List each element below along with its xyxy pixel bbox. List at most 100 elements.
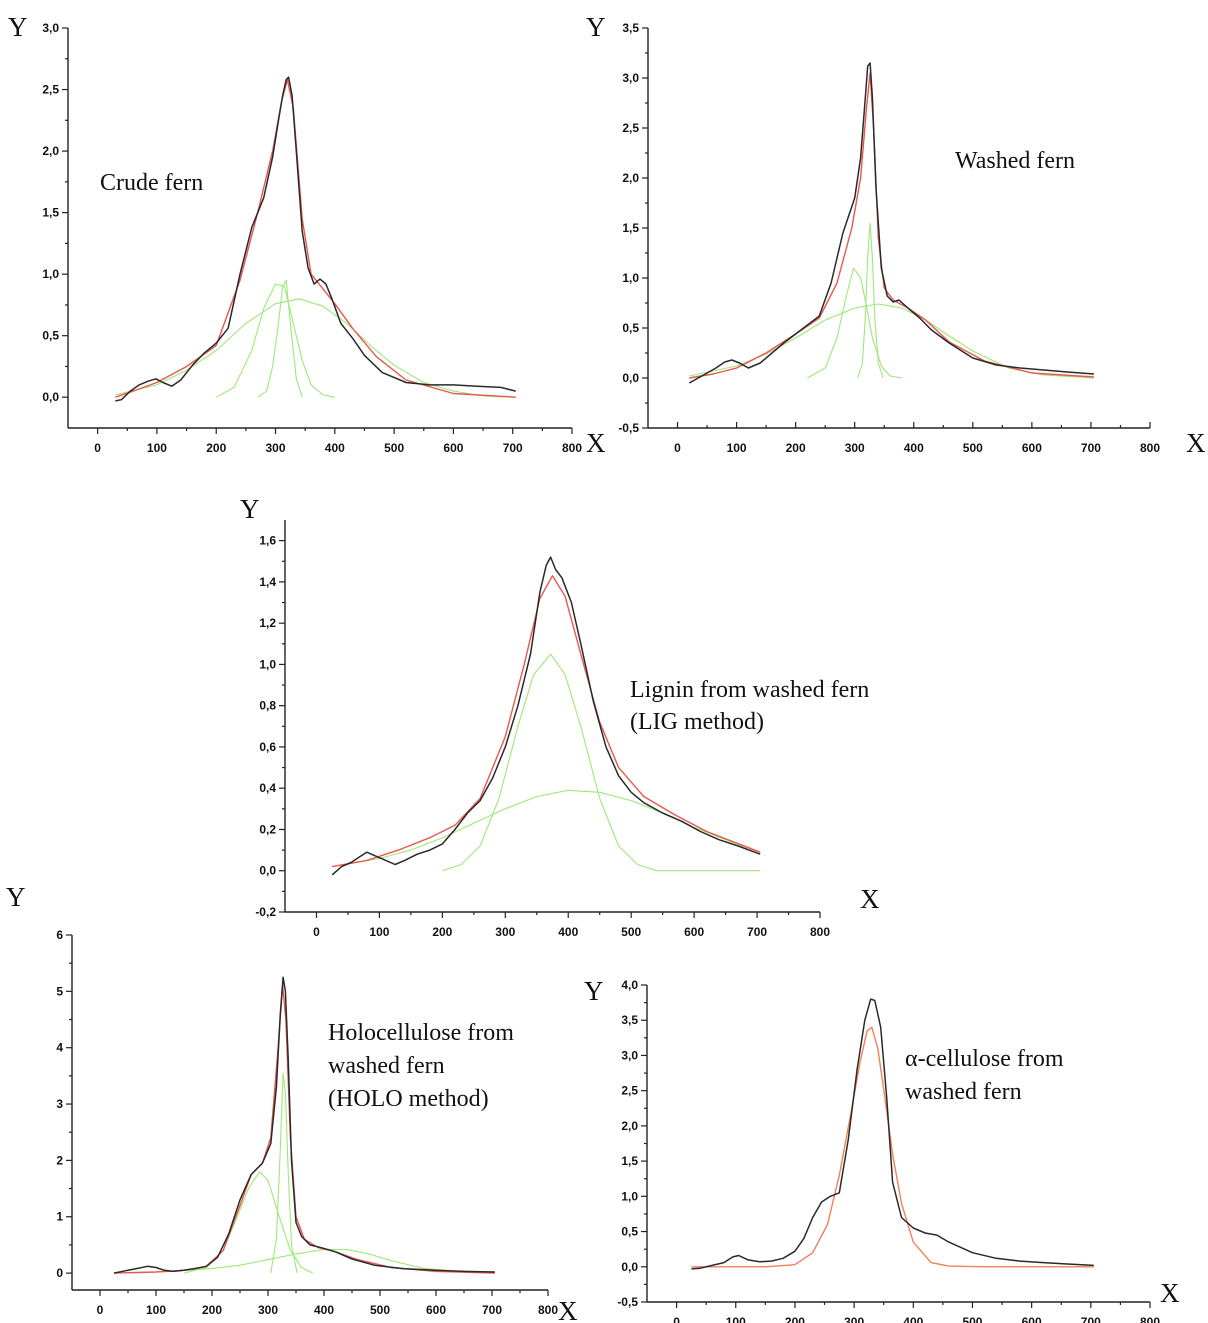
title-line: washed fern: [905, 1079, 1022, 1105]
y-tick-label: 1,6: [259, 534, 276, 548]
x-tick-label: 800: [1140, 1315, 1160, 1323]
plot-area: -0,5 0,0 0,5 1,0 1,5 2,0 2,5 3,0 3,5 0 100 200 300 40…: [618, 21, 1160, 455]
series-line-measured: [115, 76, 516, 402]
x-tick-label: 500: [963, 441, 983, 455]
x-axis-label: X: [860, 884, 880, 914]
x-tick-label: 700: [1081, 441, 1101, 455]
x-tick-label: 200: [202, 1303, 222, 1317]
series-line-measured: [331, 556, 761, 876]
x-tick-label: 700: [1081, 1315, 1101, 1323]
series-line-component: [857, 222, 884, 379]
x-tick-label: 400: [558, 925, 578, 939]
x-tick-label: 800: [810, 925, 830, 939]
plot-area: -0,2 0,0 0,2 0,4 0,6 0,8 1,0 1,2 1,4 1,6 0 100 200 30…: [255, 520, 830, 939]
chart-title: Lignin from washed fern (LIG method): [630, 677, 875, 735]
plot-area: 0 1 2 3 4 5 6 0 100 200 300 400 500 600 700 800: [56, 928, 558, 1317]
y-tick-label: 1,5: [622, 221, 639, 235]
title-line: Lignin from washed fern: [630, 677, 869, 703]
x-tick-label: 200: [786, 441, 806, 455]
y-tick-label: 3,0: [42, 21, 59, 35]
y-tick-label: 2,0: [622, 171, 639, 185]
y-tick-label: 0,4: [259, 781, 276, 795]
y-tick-label: 1,5: [42, 206, 59, 220]
series-line-component: [113, 1248, 495, 1274]
panel-washed-fern: -0,5 0,0 0,5 1,0 1,5 2,0 2,5 3,0 3,5 0 100 200 300 40…: [586, 12, 1206, 458]
series-line-component: [257, 279, 303, 398]
y-tick-label: 0,0: [259, 864, 276, 878]
series-line-component: [270, 1072, 298, 1274]
y-tick-label: 2,0: [621, 1119, 638, 1133]
title-line: Washed fern: [955, 148, 1075, 174]
y-tick-label: 0,0: [42, 390, 59, 404]
y-axis-label: Y: [586, 12, 606, 42]
y-tick-label: 1,2: [259, 616, 276, 630]
x-axis-label: X: [1160, 1278, 1180, 1308]
title-line: (HOLO method): [328, 1086, 489, 1112]
y-tick-label: -0,5: [618, 421, 639, 435]
y-tick-label: 3,5: [621, 1013, 638, 1027]
title-line: Holocellulose from: [328, 1020, 514, 1046]
x-tick-label: 200: [785, 1315, 805, 1323]
series-line-measured: [688, 62, 1094, 384]
x-tick-label: 100: [369, 925, 389, 939]
chart-title: Crude fern: [100, 170, 203, 196]
x-tick-label: 500: [962, 1315, 982, 1323]
x-tick-label: 0: [673, 1315, 680, 1323]
y-tick-label: 1,0: [621, 1189, 638, 1203]
y-tick-label: -0,2: [255, 905, 276, 919]
y-tick-label: 0,2: [259, 822, 276, 836]
x-tick-label: 100: [726, 1315, 746, 1323]
x-tick-label: 300: [845, 441, 865, 455]
y-axis-label: Y: [240, 494, 260, 524]
series-line-fit: [691, 1026, 1094, 1268]
x-tick-label: 100: [727, 441, 747, 455]
y-tick-label: 4,0: [621, 978, 638, 992]
panel-lignin: -0,2 0,0 0,2 0,4 0,6 0,8 1,0 1,2 1,4 1,6 0 100 200 30…: [240, 494, 880, 939]
series-line-measured: [113, 976, 495, 1274]
y-tick-label: 3,0: [622, 71, 639, 85]
x-tick-label: 800: [562, 441, 582, 455]
x-tick-label: 0: [674, 441, 681, 455]
series-line-component: [215, 283, 335, 398]
series-line-fit-sum: [115, 79, 516, 398]
x-tick-label: 300: [844, 1315, 864, 1323]
y-tick-label: 2,5: [42, 83, 59, 97]
y-axis-label: Y: [6, 882, 26, 912]
series-line-fit-sum: [689, 72, 1094, 379]
x-tick-label: 700: [482, 1303, 502, 1317]
y-tick-label: 0,0: [621, 1260, 638, 1274]
y-tick-label: 0,5: [42, 329, 59, 343]
y-tick-label: 5: [56, 984, 63, 998]
x-tick-label: 600: [1022, 1315, 1042, 1323]
title-line: Crude fern: [100, 170, 203, 196]
x-tick-label: 600: [684, 925, 704, 939]
x-tick-label: 800: [1140, 441, 1160, 455]
x-tick-label: 600: [443, 441, 463, 455]
series-line-fit-sum: [332, 575, 761, 868]
x-tick-label: 800: [538, 1303, 558, 1317]
x-tick-label: 700: [747, 925, 767, 939]
x-tick-label: 600: [426, 1303, 446, 1317]
x-tick-label: 200: [206, 441, 226, 455]
x-tick-label: 300: [258, 1303, 278, 1317]
y-tick-label: 3: [56, 1097, 63, 1111]
y-tick-label: 2,5: [622, 121, 639, 135]
chart-title: Washed fern: [955, 148, 1075, 174]
panel-alpha-cellulose: -0,5 0,0 0,5 1,0 1,5 2,0 2,5 3,0 3,5 4,0 0 100 200 30…: [584, 976, 1180, 1323]
y-tick-label: -0,5: [617, 1295, 638, 1309]
x-tick-label: 500: [384, 441, 404, 455]
x-tick-label: 400: [314, 1303, 334, 1317]
x-tick-label: 300: [495, 925, 515, 939]
y-tick-label: 6: [56, 928, 63, 942]
x-axis-label: X: [586, 428, 606, 458]
y-tick-label: 0,6: [259, 740, 276, 754]
x-tick-label: 100: [147, 441, 167, 455]
y-tick-label: 1,5: [621, 1154, 638, 1168]
x-tick-label: 400: [904, 441, 924, 455]
x-axis-label: X: [1186, 428, 1206, 458]
y-tick-label: 0,5: [622, 321, 639, 335]
series-line-measured: [691, 998, 1094, 1270]
y-tick-label: 1,0: [42, 267, 59, 281]
x-tick-label: 500: [370, 1303, 390, 1317]
x-tick-label: 0: [97, 1303, 104, 1317]
